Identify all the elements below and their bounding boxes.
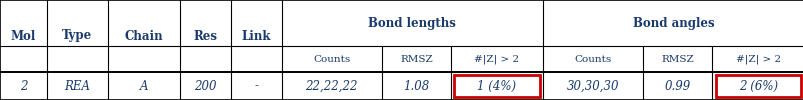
Text: 1.08: 1.08 [403, 80, 429, 92]
Text: Counts: Counts [312, 55, 350, 64]
Text: 0.99: 0.99 [664, 80, 690, 92]
Bar [454, 75, 539, 97]
Text: 30,30,30: 30,30,30 [566, 80, 618, 92]
Text: Chain: Chain [124, 30, 163, 42]
Text: -: - [254, 80, 258, 92]
Text: 2 (6%): 2 (6%) [738, 80, 777, 92]
Text: Bond angles: Bond angles [632, 16, 713, 30]
Text: 1 (4%): 1 (4%) [477, 80, 516, 92]
Text: 200: 200 [194, 80, 216, 92]
Text: #|Z| > 2: #|Z| > 2 [735, 54, 780, 64]
Text: 22,22,22: 22,22,22 [305, 80, 357, 92]
Text: 2: 2 [19, 80, 27, 92]
Text: Mol: Mol [10, 30, 36, 42]
Text: #|Z| > 2: #|Z| > 2 [474, 54, 519, 64]
Text: Bond lengths: Bond lengths [368, 16, 455, 30]
Text: Type: Type [62, 30, 92, 42]
Text: A: A [140, 80, 148, 92]
Text: Link: Link [241, 30, 271, 42]
Text: REA: REA [64, 80, 90, 92]
Text: Res: Res [193, 30, 217, 42]
Text: Counts: Counts [573, 55, 611, 64]
Text: RMSZ: RMSZ [400, 55, 432, 64]
Bar [715, 75, 800, 97]
Text: RMSZ: RMSZ [660, 55, 693, 64]
